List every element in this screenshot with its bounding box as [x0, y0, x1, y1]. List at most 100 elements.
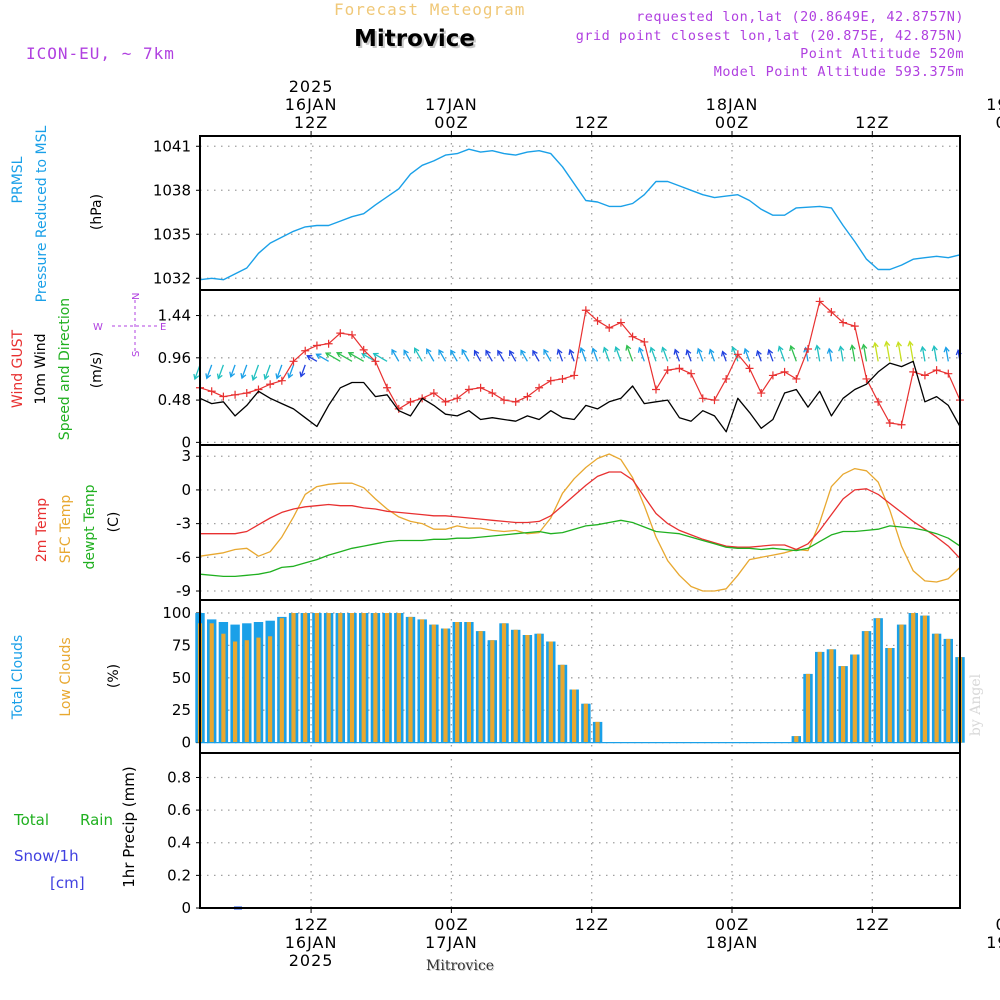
wind-direction-arrow — [569, 349, 575, 362]
wind-direction-arrow — [557, 349, 564, 362]
wind-direction-arrowhead — [361, 352, 368, 359]
wind-direction-arrowhead — [591, 347, 598, 354]
time-label-bottom: 17JAN — [425, 933, 478, 952]
wind-gust-marker — [242, 389, 251, 398]
compass-south-label: S — [131, 351, 142, 357]
wind-direction-arrow — [768, 349, 774, 362]
wind-gust-marker — [324, 339, 333, 348]
low-clouds-bar — [478, 631, 483, 743]
time-label-bottom: 12Z — [575, 915, 609, 934]
wind-direction-arrowhead — [372, 352, 379, 359]
wind-gust-marker — [628, 332, 637, 341]
low-clouds-bar — [490, 640, 495, 743]
wind-gust-marker — [698, 394, 707, 403]
wind-direction-arrowhead — [685, 349, 692, 356]
low-clouds-bar — [525, 635, 530, 743]
wind-gust-marker — [219, 392, 228, 401]
temp-unit-label: (C) — [106, 512, 122, 533]
low-clouds-bar — [326, 613, 331, 743]
time-label-top: 16JAN — [285, 95, 338, 114]
page-title: Mitrovice — [354, 26, 476, 52]
wind-gust-marker — [850, 322, 859, 331]
time-label-top: 19JAN — [986, 95, 1000, 114]
wind-direction-arrowhead — [720, 350, 727, 357]
wind-direction-arrowhead — [556, 348, 563, 355]
total-clouds-label: Total Clouds — [10, 635, 26, 720]
wind-gust-marker — [429, 389, 438, 398]
wind-direction-arrowhead — [497, 349, 503, 356]
wind-speed-line — [199, 360, 961, 433]
wind-direction-arrow — [709, 349, 716, 362]
wind-gust-marker — [570, 371, 579, 380]
pressure-label: Pressure Reduced to MSL — [34, 125, 50, 302]
wind-gust-marker — [792, 374, 801, 383]
wind-direction-arrowhead — [299, 371, 306, 378]
low-clouds-bar — [349, 613, 355, 743]
wind-direction-arrow — [485, 350, 493, 362]
wind-direction-arrow — [909, 341, 914, 362]
precip-tick-label: 0.6 — [167, 801, 191, 819]
wind-direction-arrowhead — [251, 374, 258, 382]
low-clouds-bar — [268, 636, 273, 743]
clouds-tick-label: 0 — [181, 734, 191, 752]
low-clouds-bar — [443, 628, 448, 743]
low-clouds-bar — [466, 622, 471, 743]
wind-direction-arrow — [828, 348, 833, 362]
wind-gust-marker — [359, 345, 368, 354]
wind-direction-arrow — [264, 364, 271, 380]
low-clouds-bar — [595, 721, 600, 743]
low-clouds-bar — [314, 613, 319, 743]
wind-direction-arrow — [276, 364, 283, 379]
time-label-top: 00Z — [995, 113, 1000, 132]
subtitle: Forecast Meteogram — [334, 0, 526, 19]
wind-direction-arrowhead — [485, 349, 491, 356]
wind-direction-arrowhead — [532, 349, 538, 356]
wind-direction-arrowhead — [673, 348, 680, 355]
wind-direction-arrow — [543, 349, 552, 362]
wind-direction-arrowhead — [838, 345, 845, 352]
wind-direction-arrowhead — [708, 348, 715, 355]
pressure-tick-label: 1035 — [153, 225, 191, 243]
low-clouds-bar — [548, 641, 553, 743]
wind-direction-arrowhead — [943, 346, 950, 353]
low-clouds-bar — [338, 613, 343, 743]
wind-direction-arrowhead — [315, 353, 322, 360]
wind-gust-marker — [558, 374, 567, 383]
wind-direction-arrowhead — [413, 347, 420, 354]
wind-direction-arrowhead — [306, 355, 313, 361]
wind-gust-marker — [768, 371, 777, 380]
wind-direction-arrow — [744, 348, 751, 362]
wind-direction-arrow — [921, 346, 926, 362]
low-clouds-bar — [829, 649, 834, 743]
grid-point-location: grid point closest lon,lat (20.875E, 42.… — [575, 28, 964, 44]
wind-direction-label: Speed and Direction — [57, 298, 73, 440]
temp-2m-line — [200, 471, 961, 559]
wind-direction-arrow — [532, 350, 540, 362]
wind-gust-marker — [827, 308, 836, 317]
pressure-tick-label: 1038 — [153, 181, 191, 199]
wind-tick-label: 0.96 — [158, 349, 191, 367]
wind-direction-arrow — [580, 347, 587, 362]
wind-gust-marker — [581, 306, 590, 315]
wind-direction-arrowhead — [335, 352, 343, 358]
dewpoint-label: dewpt Temp — [82, 484, 98, 569]
wind-direction-arrow — [697, 348, 704, 362]
wind-direction-arrow — [945, 347, 949, 362]
snow-label: Snow/1h — [14, 847, 79, 865]
wind-direction-arrowhead — [473, 349, 480, 356]
time-label-top: 12Z — [855, 113, 889, 132]
wind-direction-arrowhead — [543, 348, 549, 355]
wind-gust-marker — [675, 364, 684, 373]
wind-direction-arrowhead — [568, 348, 575, 356]
wind-label: 10m Wind — [33, 333, 49, 404]
time-label-bottom: 00Z — [434, 915, 468, 934]
wind-gust-marker — [862, 374, 871, 383]
low-clouds-bar — [420, 619, 425, 743]
pressure-tick-label: 1032 — [153, 269, 191, 287]
time-label-top: 12Z — [294, 113, 328, 132]
wind-direction-arrowhead — [755, 349, 762, 357]
wind-gust-marker — [652, 385, 660, 394]
wind-direction-arrowhead — [814, 344, 821, 351]
wind-direction-arrowhead — [907, 340, 914, 347]
pressure-label: PRMSL — [10, 156, 26, 203]
